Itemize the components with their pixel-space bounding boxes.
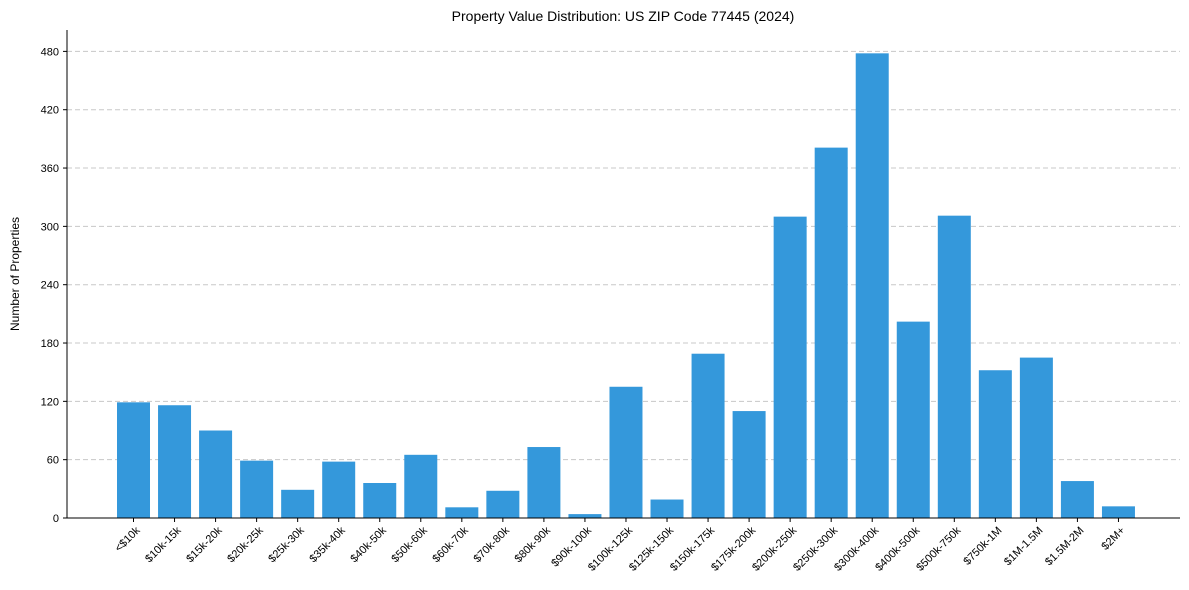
- x-tick-label: $750k-1M: [961, 525, 1004, 568]
- bar: [158, 405, 191, 518]
- bar: [815, 148, 848, 518]
- x-tick-label: <$10k: [113, 524, 143, 554]
- bar: [486, 491, 519, 518]
- bar: [240, 461, 273, 518]
- y-tick-label: 240: [41, 280, 59, 292]
- bar: [281, 490, 314, 518]
- bar: [117, 402, 150, 518]
- x-tick-label: $20k-25k: [225, 524, 266, 565]
- x-tick-label: $35k-40k: [307, 524, 348, 565]
- bar: [897, 322, 930, 518]
- y-axis-ticks: 0 60 120 180 240 300 360 420 480: [41, 46, 67, 525]
- bar: [445, 507, 478, 518]
- bar-chart: Property Value Distribution: US ZIP Code…: [0, 0, 1189, 590]
- y-tick-label: 180: [41, 338, 59, 350]
- bar: [1102, 506, 1135, 518]
- x-tick-label: $1.5M-2M: [1043, 525, 1087, 569]
- bar: [322, 462, 355, 518]
- x-tick-label: $1M-1.5M: [1002, 525, 1046, 569]
- x-tick-label: $80k-90k: [513, 524, 554, 565]
- y-tick-label: 480: [41, 46, 59, 58]
- x-tick-label: $25k-30k: [266, 524, 307, 565]
- chart-title: Property Value Distribution: US ZIP Code…: [452, 8, 795, 24]
- y-tick-label: 300: [41, 221, 59, 233]
- x-tick-label: $60k-70k: [430, 524, 471, 565]
- x-tick-label: $2M+: [1099, 525, 1127, 553]
- y-tick-label: 0: [53, 513, 59, 525]
- y-tick-label: 120: [41, 396, 59, 408]
- bar: [568, 514, 601, 518]
- bar: [609, 387, 642, 518]
- bar: [199, 431, 232, 518]
- bar: [774, 217, 807, 518]
- x-tick-label: $50k-60k: [389, 524, 430, 565]
- x-tick-label: $40k-50k: [348, 524, 389, 565]
- bar: [692, 354, 725, 518]
- bar: [856, 53, 889, 518]
- bar: [1061, 481, 1094, 518]
- bars: [117, 53, 1135, 518]
- x-tick-label: $500k-750k: [914, 524, 963, 573]
- bar: [404, 455, 437, 518]
- x-tick-label: $10k-15k: [143, 524, 184, 565]
- bar: [938, 216, 971, 518]
- bar: [651, 500, 684, 518]
- bar: [979, 370, 1012, 518]
- bar: [527, 447, 560, 518]
- y-axis-label: Number of Properties: [8, 217, 22, 331]
- bar: [363, 483, 396, 518]
- bar: [1020, 358, 1053, 518]
- x-tick-label: $70k-80k: [471, 524, 512, 565]
- y-tick-label: 60: [47, 455, 59, 467]
- y-tick-label: 360: [41, 163, 59, 175]
- x-tick-label: $15k-20k: [184, 524, 225, 565]
- y-tick-label: 420: [41, 105, 59, 117]
- x-axis-ticks: <$10k $10k-15k $15k-20k $20k-25k $25k-30k $35…: [113, 518, 1128, 574]
- bar: [733, 411, 766, 518]
